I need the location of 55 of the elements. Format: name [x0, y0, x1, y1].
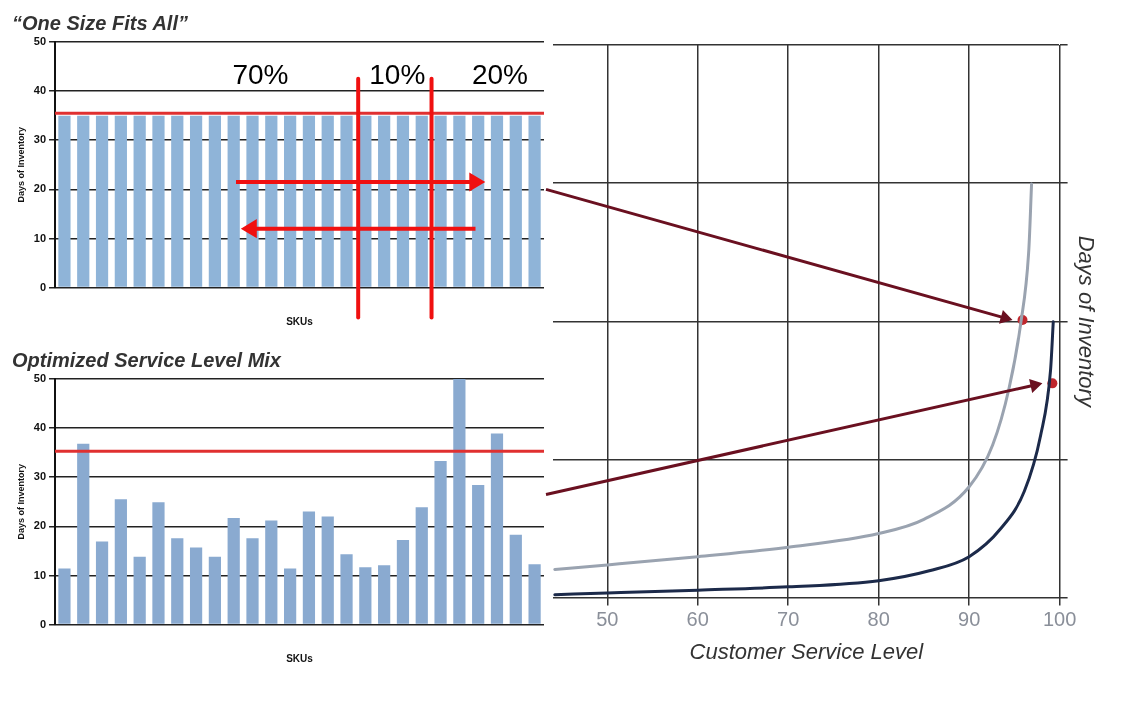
bar [453, 379, 466, 624]
x-tick-label: 80 [867, 608, 890, 631]
x-tick-label: 100 [1042, 608, 1077, 631]
y-tick-label: 40 [33, 84, 47, 97]
bar [378, 565, 391, 624]
annotation: 10% [369, 59, 426, 91]
y-tick-label: 40 [33, 421, 47, 434]
bar [208, 556, 221, 624]
y-tick-label: 30 [33, 470, 47, 483]
y-tick-label: 50 [33, 372, 47, 385]
x-tick-label: 50 [596, 608, 619, 631]
y-axis-title: Days of Inventory [15, 127, 26, 203]
bar [321, 516, 334, 624]
bar [302, 511, 316, 624]
bar [227, 518, 240, 624]
y-tick-label: 50 [33, 35, 47, 48]
bar [359, 567, 372, 624]
bar [396, 540, 410, 624]
y-tick-label: 20 [33, 182, 47, 195]
bar [509, 534, 522, 624]
y-axis-title: Days of Inventory [1073, 235, 1099, 409]
bar [246, 538, 259, 624]
y-tick-label: 30 [33, 133, 47, 146]
bar [284, 568, 297, 624]
bar [528, 564, 541, 624]
bar [189, 547, 203, 624]
y-axis-title: Days of Inventory [15, 464, 26, 540]
y-tick-label: 0 [39, 617, 47, 630]
x-tick-label: 90 [958, 608, 981, 631]
bar [434, 461, 447, 624]
y-tick-label: 20 [33, 519, 47, 532]
bar [58, 568, 71, 624]
y-tick-label: 10 [33, 568, 47, 581]
bar [490, 433, 504, 624]
bar [95, 541, 109, 624]
bar [114, 499, 127, 624]
bar [340, 554, 353, 624]
bar [472, 485, 485, 624]
chart-title: Optimized Service Level Mix [12, 348, 282, 371]
x-axis-title: SKUs [286, 315, 314, 327]
y-tick-label: 0 [39, 280, 47, 293]
bar [133, 556, 146, 624]
annotation: 70% [232, 59, 289, 91]
y-tick-label: 10 [33, 231, 47, 244]
bar [77, 443, 90, 624]
annotation: 20% [471, 59, 529, 91]
chart-title: “One Size Fits All” [12, 11, 188, 34]
bar [265, 520, 278, 624]
bar [152, 502, 165, 624]
x-axis-title: Customer Service Level [689, 638, 925, 664]
x-axis-title: SKUs [286, 652, 314, 664]
bar [171, 538, 184, 624]
x-tick-label: 70 [777, 608, 800, 631]
x-tick-label: 60 [686, 608, 709, 631]
bar [415, 507, 428, 624]
